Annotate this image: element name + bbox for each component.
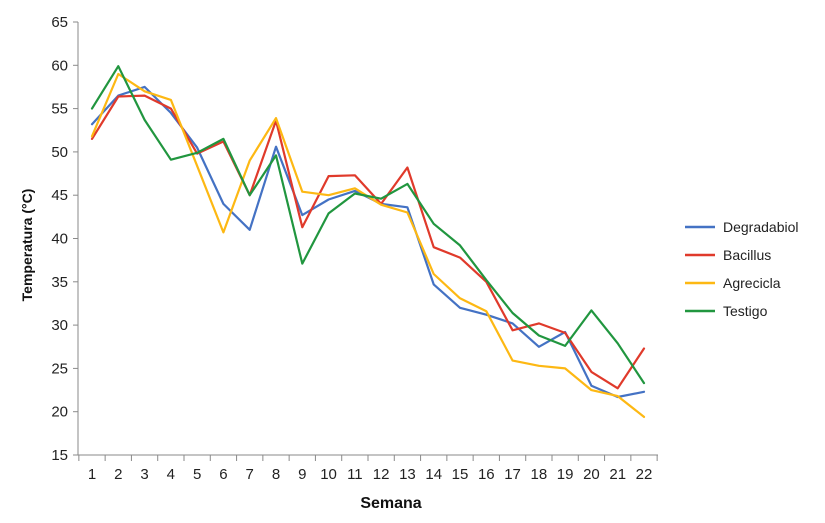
y-tick-label: 35 bbox=[51, 274, 68, 291]
y-tick-label: 50 bbox=[51, 144, 68, 161]
x-tick-label: 22 bbox=[636, 466, 653, 483]
y-tick-label: 30 bbox=[51, 317, 68, 334]
x-tick-label: 8 bbox=[272, 466, 280, 483]
x-tick-label: 16 bbox=[478, 466, 495, 483]
x-tick-label: 15 bbox=[452, 466, 469, 483]
x-tick-label: 14 bbox=[425, 466, 442, 483]
x-tick-label: 6 bbox=[219, 466, 227, 483]
y-axis-title: Temperatura (°C) bbox=[19, 189, 35, 302]
legend-label-testigo: Testigo bbox=[723, 303, 768, 319]
y-tick-label: 25 bbox=[51, 360, 68, 377]
legend-label-bacillus: Bacillus bbox=[723, 247, 771, 263]
x-tick-label: 20 bbox=[583, 466, 600, 483]
series-line-testigo bbox=[90, 65, 646, 385]
series-lines bbox=[90, 65, 646, 418]
x-tick-label: 12 bbox=[373, 466, 390, 483]
x-tick-label: 19 bbox=[557, 466, 574, 483]
series-line-agrecicla bbox=[90, 72, 646, 418]
x-tick-label: 11 bbox=[347, 466, 363, 483]
x-tick-label: 18 bbox=[531, 466, 548, 483]
x-tick-label: 21 bbox=[609, 466, 626, 483]
x-tick-label: 9 bbox=[298, 466, 306, 483]
y-tick-label: 65 bbox=[51, 14, 68, 31]
x-tick-label: 1 bbox=[88, 466, 96, 483]
x-tick-label: 4 bbox=[167, 466, 175, 483]
y-tick-label: 60 bbox=[51, 57, 68, 74]
y-tick-label: 40 bbox=[51, 231, 68, 248]
legend-label-degradabiol: Degradabiol bbox=[723, 219, 799, 235]
series-line-degradabiol bbox=[90, 85, 646, 399]
y-tick-label: 45 bbox=[51, 187, 68, 204]
x-tick-label: 3 bbox=[140, 466, 148, 483]
y-tick-label: 20 bbox=[51, 404, 68, 421]
y-tick-label: 15 bbox=[51, 447, 68, 464]
x-axis-title: Semana bbox=[360, 495, 421, 512]
y-tick-label: 55 bbox=[51, 101, 68, 118]
x-tick-label: 17 bbox=[504, 466, 521, 483]
x-tick-label: 5 bbox=[193, 466, 201, 483]
x-tick-label: 10 bbox=[320, 466, 337, 483]
x-tick-label: 2 bbox=[114, 466, 122, 483]
x-tick-label: 13 bbox=[399, 466, 416, 483]
legend-label-agrecicla: Agrecicla bbox=[723, 275, 781, 291]
x-tick-label: 7 bbox=[246, 466, 254, 483]
legend: Degradabiol Bacillus Agrecicla Testigo bbox=[685, 219, 799, 319]
